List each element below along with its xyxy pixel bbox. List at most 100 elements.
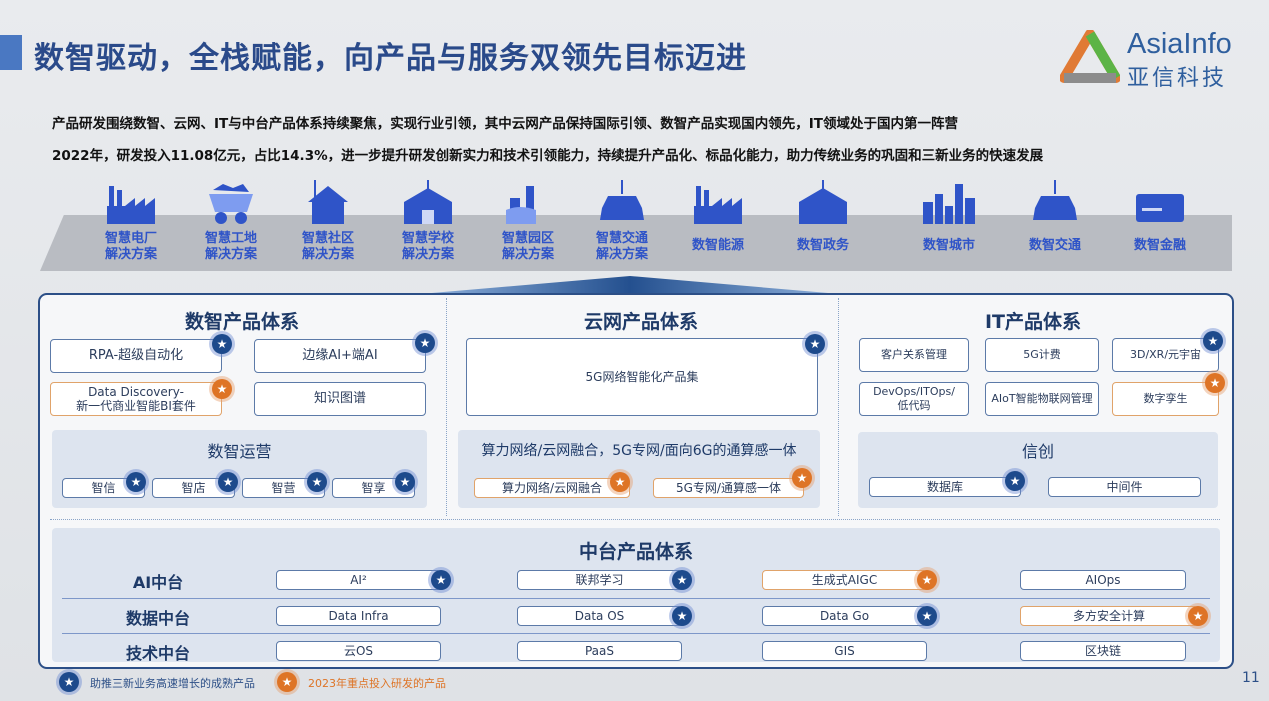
scenario-label-line1: 数智交通: [1028, 238, 1081, 253]
middle-product[interactable]: Data Go: [762, 606, 927, 626]
product-crm[interactable]: 客户关系管理: [859, 338, 969, 372]
mine-cart-icon: [209, 184, 253, 224]
focus-star-icon: ★: [1205, 373, 1225, 393]
middle-product[interactable]: 云OS: [276, 641, 441, 661]
scenario-label-line1: 数智能源: [691, 238, 744, 253]
scenario-label: 智慧社区 解决方案: [283, 231, 373, 263]
asiainfo-logo-icon: [1060, 30, 1120, 83]
product-database[interactable]: 数据库: [869, 477, 1021, 497]
legend-mature: 助推三新业务高速增长的成熟产品: [90, 677, 255, 690]
intro-line-1: 产品研发围绕数智、云网、IT与中台产品体系持续聚焦，实现行业引领，其中云网产品保…: [52, 116, 958, 132]
row-divider: [62, 598, 1210, 599]
band-pointer: [420, 276, 840, 294]
focus-star-icon: ★: [1188, 606, 1208, 626]
scenario-item: 智慧园区 解决方案: [483, 180, 573, 263]
middle-product[interactable]: Data Infra: [276, 606, 441, 626]
mature-star-icon: ★: [672, 606, 692, 626]
scenario-item: 数智政务: [778, 180, 868, 254]
ops-zhidian[interactable]: 智店: [152, 478, 235, 498]
focus-star-icon: ★: [610, 472, 630, 492]
product-5g-billing[interactable]: 5G计费: [985, 338, 1099, 372]
mature-star-icon: ★: [805, 334, 825, 354]
product-digital-twin[interactable]: 数字孪生: [1112, 382, 1219, 416]
government-icon: [799, 180, 847, 224]
scenario-label-line1: 智慧社区: [301, 231, 354, 246]
scenario-label: 智慧园区 解决方案: [483, 231, 573, 263]
mature-star-icon: ★: [218, 472, 238, 492]
factory-icon: [694, 186, 742, 224]
scenario-label: 智慧学校 解决方案: [383, 231, 473, 263]
scenario-label-line2: 解决方案: [204, 247, 257, 262]
product-middleware[interactable]: 中间件: [1048, 477, 1201, 497]
middle-product[interactable]: 联邦学习: [517, 570, 682, 590]
middle-title: 中台产品体系: [578, 541, 693, 563]
scenario-item: 数智交通: [1010, 180, 1100, 254]
middle-product[interactable]: AI²: [276, 570, 441, 590]
middle-product[interactable]: 多方安全计算: [1020, 606, 1198, 626]
middle-product[interactable]: GIS: [762, 641, 927, 661]
mature-star-icon: ★: [1005, 471, 1025, 491]
ops-zhixin[interactable]: 智信: [62, 478, 145, 498]
scenario-label-line1: 智慧园区: [501, 231, 554, 246]
logo-text-en: AsiaInfo: [1127, 28, 1232, 60]
scenario-label: 智慧工地 解决方案: [186, 231, 276, 263]
cloud-title: 云网产品体系: [583, 311, 698, 333]
school-icon: [404, 180, 452, 224]
middle-product[interactable]: AIOps: [1020, 570, 1186, 590]
scenario-label: 数智能源: [673, 238, 763, 254]
car-icon: [1033, 180, 1077, 220]
logo-text-cn: 亚信科技: [1127, 66, 1228, 91]
title-accent-bar: [0, 35, 22, 70]
scenario-item: 智慧社区 解决方案: [283, 180, 373, 263]
scenario-label: 智慧交通 解决方案: [577, 231, 667, 263]
card-icon: [1136, 194, 1184, 222]
column-divider: [838, 298, 839, 516]
product-devops[interactable]: DevOps/ITOps/低代码: [859, 382, 969, 416]
scenario-item: 智慧学校 解决方案: [383, 180, 473, 263]
column-divider: [446, 298, 447, 516]
scenario-label-line2: 解决方案: [301, 247, 354, 262]
scenario-item: 智慧工地 解决方案: [186, 180, 276, 263]
row-label: 技术中台: [125, 644, 190, 663]
scenario-label-line1: 数智城市: [922, 238, 975, 253]
line: Data Discovery-: [88, 385, 184, 399]
product-5g-private[interactable]: 5G专网/通算感一体: [653, 478, 804, 498]
scenario-label-line1: 智慧学校: [401, 231, 454, 246]
mature-star-icon: ★: [672, 570, 692, 590]
focus-star-icon: ★: [792, 468, 812, 488]
product-rpa[interactable]: RPA-超级自动化: [50, 339, 222, 373]
digital-title: 数智产品体系: [184, 311, 299, 333]
scenario-label: 数智交通: [1010, 238, 1100, 254]
product-compute-network[interactable]: 算力网络/云网融合: [474, 478, 630, 498]
scenario-label-line1: 智慧交通: [595, 231, 648, 246]
product-metaverse[interactable]: 3D/XR/元宇宙: [1112, 338, 1219, 372]
row-divider: [62, 633, 1210, 634]
city-icon: [923, 184, 975, 224]
mature-star-icon: ★: [917, 606, 937, 626]
product-data-discovery[interactable]: Data Discovery- 新一代商业智能BI套件: [50, 382, 222, 416]
row-label: AI中台: [132, 573, 184, 592]
scenario-label: 智慧电厂 解决方案: [86, 231, 176, 263]
mature-star-icon: ★: [415, 333, 435, 353]
product-edge-ai[interactable]: 边缘AI+端AI: [254, 339, 426, 373]
mature-star-icon: ★: [1203, 331, 1223, 351]
middle-product[interactable]: PaaS: [517, 641, 682, 661]
line: DevOps/ITOps/: [873, 385, 955, 398]
ops-zhixiang[interactable]: 智享: [332, 478, 415, 498]
park-icon: [506, 186, 536, 224]
middle-product[interactable]: Data OS: [517, 606, 682, 626]
middle-product[interactable]: 生成式AIGC: [762, 570, 927, 590]
scenario-label: 数智政务: [778, 238, 868, 254]
product-5g-intelligence[interactable]: 5G网络智能化产品集: [466, 338, 818, 416]
line: 低代码: [897, 399, 931, 412]
mature-star-icon: ★: [212, 334, 232, 354]
product-knowledge-graph[interactable]: 知识图谱: [254, 382, 426, 416]
xinchuang-title: 信创: [1021, 442, 1054, 461]
scenario-item: 智慧电厂 解决方案: [86, 180, 176, 263]
product-aiot[interactable]: AIoT智能物联网管理: [985, 382, 1099, 416]
scenario-item: 数智能源: [673, 180, 763, 254]
scenario-label-line2: 解决方案: [104, 247, 157, 262]
ops-zhiying[interactable]: 智营: [242, 478, 325, 498]
car-icon: [600, 180, 644, 220]
middle-product[interactable]: 区块链: [1020, 641, 1186, 661]
